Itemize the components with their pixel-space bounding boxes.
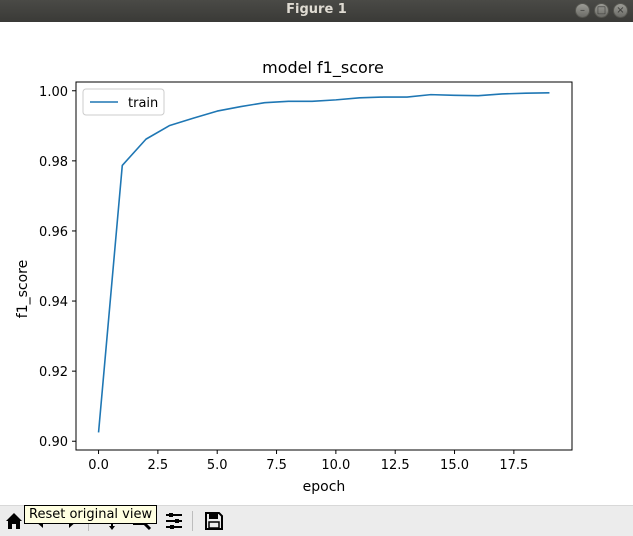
toolbar-separator xyxy=(192,511,193,531)
home-button[interactable] xyxy=(2,509,26,533)
x-tick-label: 5.0 xyxy=(207,458,228,473)
configure-subplots-icon xyxy=(166,513,182,529)
axes: 0.0 2.5 5.0 7.5 10.0 12.5 15.0 17.5 0.90 0.92 0.94… xyxy=(39,81,573,473)
legend-label-train: train xyxy=(128,96,158,111)
figure-canvas[interactable]: model f1_score epoch f1_score 0.0 2.5 5.0 7… xyxy=(0,22,633,505)
close-button[interactable]: × xyxy=(613,3,628,18)
x-axis-label: epoch xyxy=(303,479,346,495)
chart-title: model f1_score xyxy=(262,58,384,78)
tooltip: Reset original view xyxy=(24,505,158,524)
legend-box xyxy=(82,88,165,116)
y-tick-label: 0.92 xyxy=(39,365,68,380)
maximize-button[interactable]: □ xyxy=(594,3,609,18)
x-tick-label: 17.5 xyxy=(499,458,528,473)
window-title: Figure 1 xyxy=(286,2,347,17)
y-tick-label: 0.94 xyxy=(39,295,68,310)
y-tick-label: 0.96 xyxy=(39,225,68,240)
home-icon xyxy=(6,513,22,529)
x-tick-label: 7.5 xyxy=(266,458,287,473)
plot-frame xyxy=(75,81,573,451)
x-tick-label: 10.0 xyxy=(321,458,350,473)
close-icon: × xyxy=(616,5,625,16)
x-tick-label: 15.0 xyxy=(440,458,469,473)
x-tick-label: 0.0 xyxy=(88,458,109,473)
minimize-button[interactable]: – xyxy=(575,3,590,18)
y-tick-label: 0.90 xyxy=(39,435,68,450)
save-icon xyxy=(205,512,223,530)
window-titlebar: Figure 1 – □ × xyxy=(0,0,633,22)
configure-subplots-button[interactable] xyxy=(162,509,186,533)
save-button[interactable] xyxy=(202,509,226,533)
y-tick-label: 1.00 xyxy=(39,85,68,100)
maximize-icon: □ xyxy=(596,5,607,16)
legend: train xyxy=(82,88,165,116)
series-line-train xyxy=(97,92,550,433)
x-tick-label: 2.5 xyxy=(148,458,169,473)
line-chart: model f1_score epoch f1_score 0.0 2.5 5.0 7… xyxy=(15,58,573,495)
minimize-icon: – xyxy=(580,5,585,16)
y-axis-label: f1_score xyxy=(15,260,31,318)
plot-area xyxy=(97,92,550,433)
x-tick-label: 12.5 xyxy=(381,458,410,473)
y-tick-label: 0.98 xyxy=(39,155,68,170)
